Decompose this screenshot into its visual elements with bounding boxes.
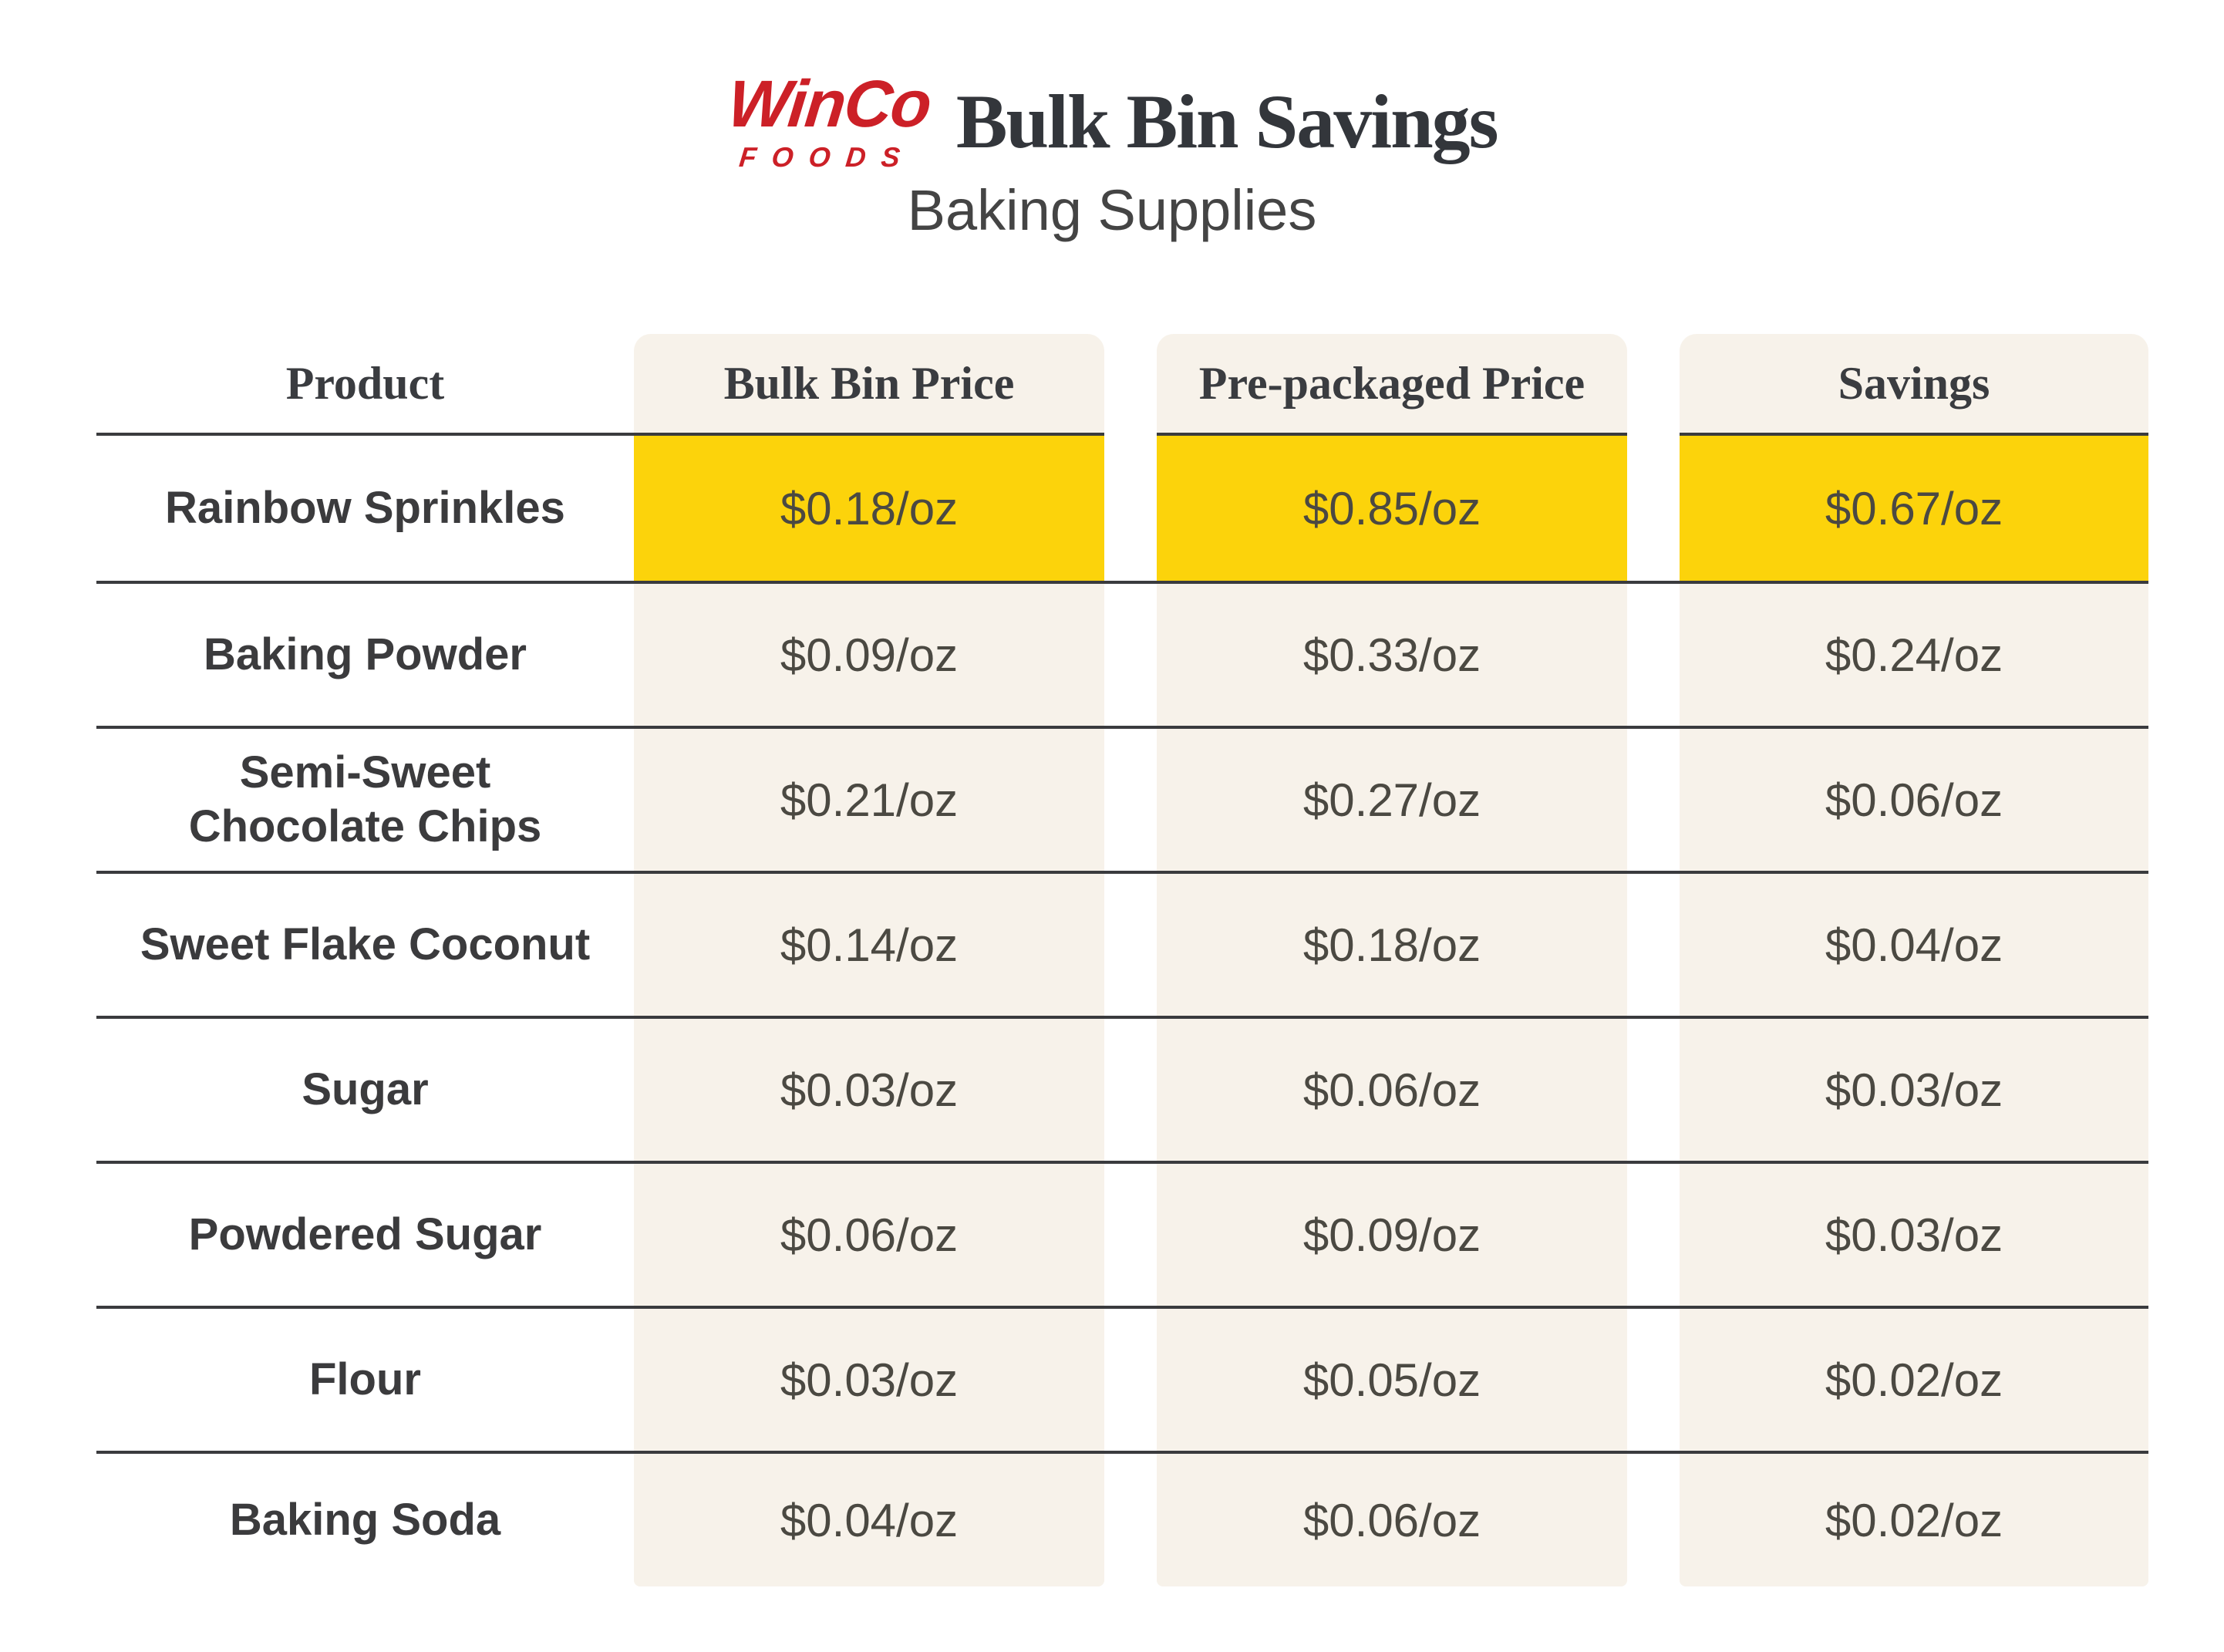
prepackaged-price-cell: $0.33/oz	[1157, 581, 1627, 726]
column-gap	[1104, 581, 1157, 726]
savings-cell: $0.24/oz	[1680, 581, 2148, 726]
savings-cell: $0.04/oz	[1680, 871, 2148, 1016]
column-gap	[1104, 1016, 1157, 1161]
prepackaged-price-cell: $0.18/oz	[1157, 871, 1627, 1016]
column-gap	[1104, 871, 1157, 1016]
column-header-savings: Savings	[1680, 334, 2148, 436]
column-header-prepackaged-price: Pre-packaged Price	[1157, 334, 1627, 436]
column-gap	[1104, 1451, 1157, 1586]
logo-wordmark: WinCo	[724, 67, 935, 141]
winco-foods-logo: WinCo FOODS	[722, 67, 935, 173]
column-gap	[1627, 1451, 1680, 1586]
savings-cell: $0.02/oz	[1680, 1306, 2148, 1451]
product-cell: Semi-Sweet Chocolate Chips	[96, 726, 634, 871]
column-gap	[1627, 871, 1680, 1016]
product-cell: Baking Powder	[96, 581, 634, 726]
bulk-bin-price-cell: $0.04/oz	[634, 1451, 1104, 1586]
column-gap	[1627, 581, 1680, 726]
column-gap	[1104, 1161, 1157, 1306]
bulk-bin-price-cell: $0.14/oz	[634, 871, 1104, 1016]
savings-cell: $0.03/oz	[1680, 1161, 2148, 1306]
savings-table: Product Bulk Bin Price Pre-packaged Pric…	[96, 334, 2148, 1593]
product-cell: Baking Soda	[96, 1451, 634, 1586]
column-header-bulk-bin-price: Bulk Bin Price	[634, 334, 1104, 436]
prepackaged-price-cell: $0.27/oz	[1157, 726, 1627, 871]
column-gap	[1627, 1161, 1680, 1306]
prepackaged-price-cell: $0.09/oz	[1157, 1161, 1627, 1306]
bulk-bin-price-cell: $0.03/oz	[634, 1016, 1104, 1161]
column-gap	[1627, 1306, 1680, 1451]
table-grid: Product Bulk Bin Price Pre-packaged Pric…	[96, 334, 2148, 1586]
column-gap	[1627, 334, 1680, 436]
column-gap	[1104, 726, 1157, 871]
page-header: WinCo FOODS Bulk Bin Savings Baking Supp…	[0, 67, 2224, 242]
column-header-product: Product	[96, 334, 634, 436]
savings-cell: $0.03/oz	[1680, 1016, 2148, 1161]
bulk-bin-price-cell: $0.21/oz	[634, 726, 1104, 871]
bulk-bin-price-cell: $0.09/oz	[634, 581, 1104, 726]
bulk-bin-price-cell: $0.06/oz	[634, 1161, 1104, 1306]
column-gap	[1627, 1016, 1680, 1161]
prepackaged-price-cell: $0.85/oz	[1157, 436, 1627, 581]
prepackaged-price-cell: $0.06/oz	[1157, 1016, 1627, 1161]
page-title: Bulk Bin Savings	[955, 78, 1499, 164]
page-subtitle: Baking Supplies	[907, 178, 1317, 242]
product-cell: Flour	[96, 1306, 634, 1451]
product-cell: Powdered Sugar	[96, 1161, 634, 1306]
savings-cell: $0.67/oz	[1680, 436, 2148, 581]
prepackaged-price-cell: $0.06/oz	[1157, 1451, 1627, 1586]
bulk-bin-price-cell: $0.03/oz	[634, 1306, 1104, 1451]
brand-row: WinCo FOODS Bulk Bin Savings	[725, 67, 1499, 173]
column-gap	[1104, 1306, 1157, 1451]
bulk-bin-price-cell: $0.18/oz	[634, 436, 1104, 581]
column-gap	[1627, 436, 1680, 581]
prepackaged-price-cell: $0.05/oz	[1157, 1306, 1627, 1451]
savings-cell: $0.06/oz	[1680, 726, 2148, 871]
product-cell: Sugar	[96, 1016, 634, 1161]
product-cell: Rainbow Sprinkles	[165, 483, 565, 534]
column-gap	[1104, 436, 1157, 581]
product-cell: Sweet Flake Coconut	[96, 871, 634, 1016]
column-gap	[1627, 726, 1680, 871]
savings-cell: $0.02/oz	[1680, 1451, 2148, 1586]
logo-subtext: FOODS	[738, 141, 918, 173]
column-gap	[1104, 334, 1157, 436]
